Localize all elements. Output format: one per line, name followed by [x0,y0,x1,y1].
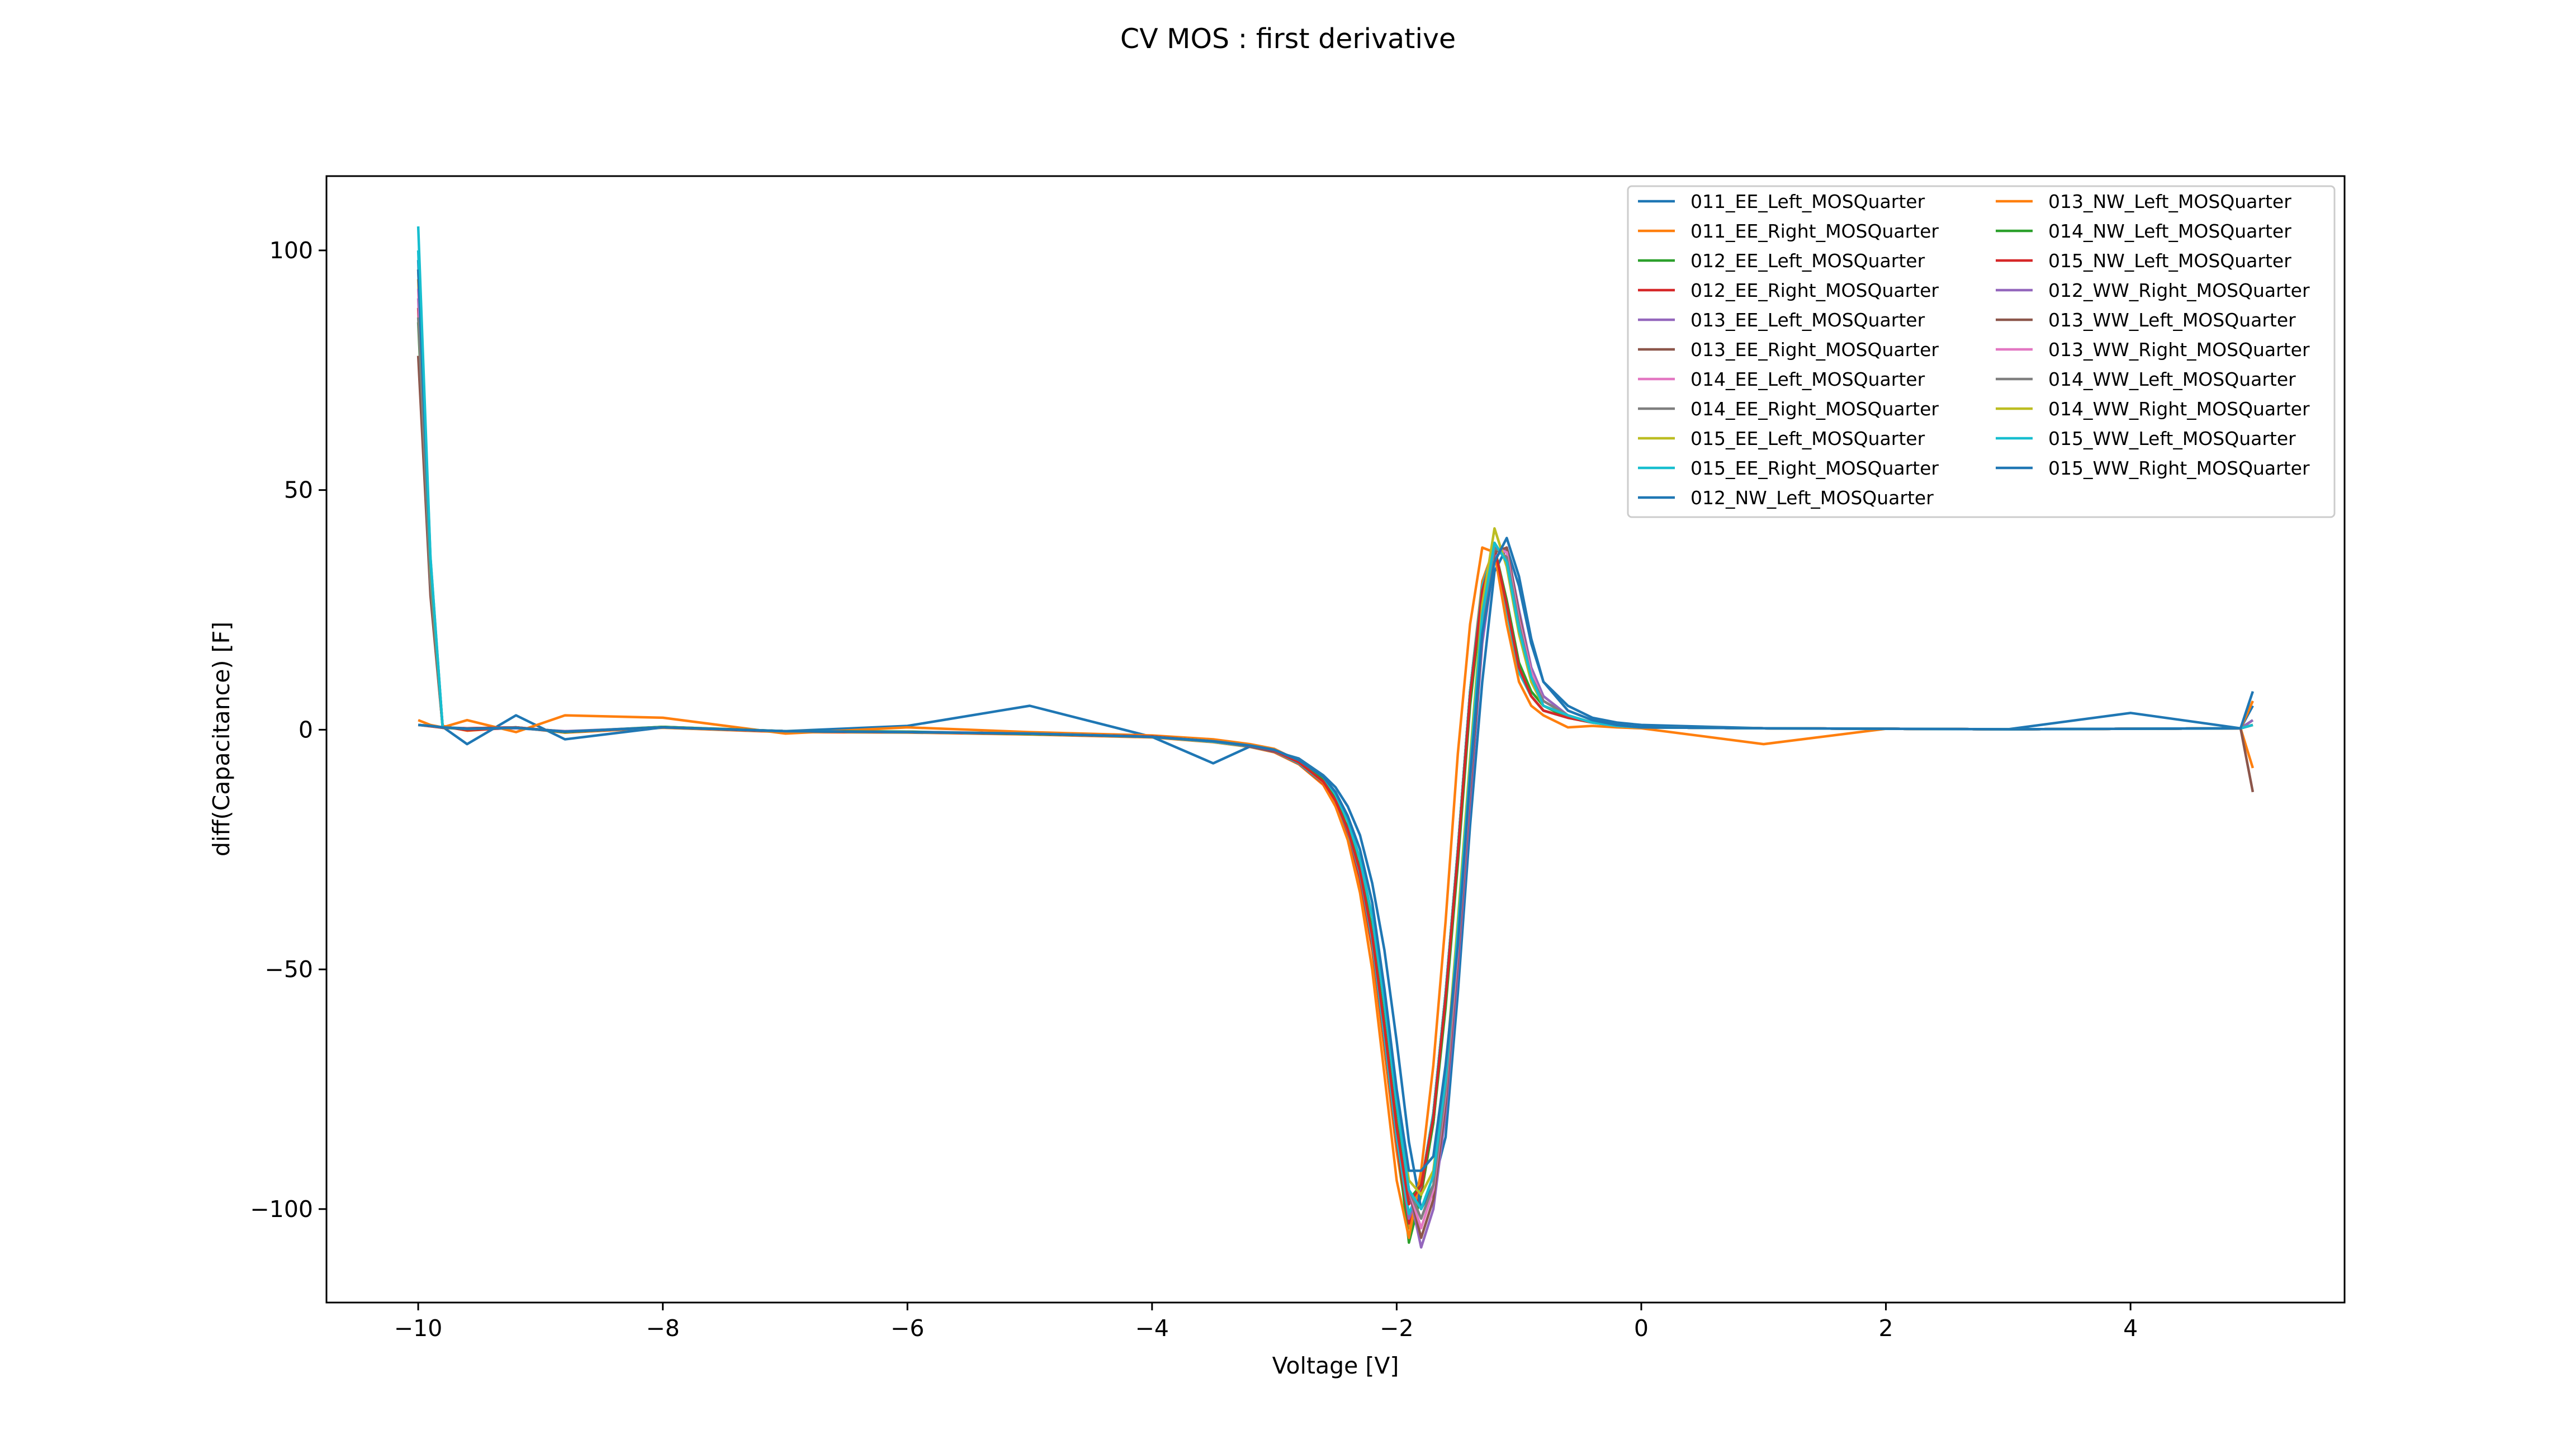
y-tick-label: −100 [250,1196,313,1223]
series-line-013_WW_Left_MOSQuarter [418,546,2253,1239]
legend-label: 015_NW_Left_MOSQuarter [2048,250,2291,272]
legend-label: 014_WW_Right_MOSQuarter [2048,398,2310,420]
legend-label: 014_WW_Left_MOSQuarter [2048,368,2296,390]
x-axis-label: Voltage [V] [1272,1352,1399,1379]
chart-title: CV MOS : first derivative [1120,23,1456,55]
y-tick-label: 50 [284,477,313,504]
legend-label: 014_EE_Left_MOSQuarter [1690,368,1925,390]
legend-label: 014_NW_Left_MOSQuarter [2048,220,2291,242]
legend-label: 013_EE_Right_MOSQuarter [1690,339,1939,361]
series-layer [416,226,2255,1249]
y-tick-label: 0 [299,716,313,743]
x-tick-label: −2 [1380,1315,1413,1342]
legend-label: 011_EE_Right_MOSQuarter [1690,220,1939,242]
legend-label: 013_NW_Left_MOSQuarter [2048,191,2291,212]
series-line-014_WW_Left_MOSQuarter [418,546,2253,1220]
legend-label: 011_EE_Left_MOSQuarter [1690,191,1925,212]
x-axis: −10 −8 −6 −4 −2 0 2 4 [394,1303,2138,1342]
x-tick-label: 2 [1878,1315,1893,1342]
y-axis-label: diff(Capacitance) [F] [208,622,235,856]
x-tick-label: 0 [1634,1315,1649,1342]
legend-label: 014_EE_Right_MOSQuarter [1690,398,1939,420]
series-line-014_WW_Right_MOSQuarter [418,527,2253,1196]
series-line-013_NW_Left_MOSQuarter [418,546,2254,1239]
series-line-013_WW_Right_MOSQuarter [418,546,2253,1230]
legend-label: 013_WW_Left_MOSQuarter [2048,309,2296,331]
series-line-014_NW_Left_MOSQuarter [418,546,2253,1201]
series-line-015_NW_Left_MOSQuarter [418,546,2253,1206]
plot-area-frame [325,175,2346,1304]
legend-label: 015_WW_Left_MOSQuarter [2048,428,2296,449]
y-tick-label: −50 [264,956,313,983]
x-tick-label: −8 [646,1315,679,1342]
legend-frame [1627,185,2336,518]
x-tick-label: 4 [2123,1315,2138,1342]
x-tick-label: −4 [1135,1315,1169,1342]
legend: 011_EE_Left_MOSQuarter 011_EE_Right_MOSQu… [1627,185,2336,518]
y-axis: 100 50 0 −50 −100 [250,237,326,1223]
legend-label: 015_WW_Right_MOSQuarter [2048,457,2310,479]
series-line-012_WW_Right_MOSQuarter [418,546,2253,1249]
x-tick-label: −10 [394,1315,443,1342]
y-tick-label: 100 [269,237,313,264]
legend-label: 012_EE_Right_MOSQuarter [1690,280,1939,301]
legend-label: 012_EE_Left_MOSQuarter [1690,250,1925,272]
legend-label: 015_EE_Right_MOSQuarter [1690,457,1939,479]
legend-label: 012_WW_Right_MOSQuarter [2048,280,2310,301]
legend-label: 012_NW_Left_MOSQuarter [1690,487,1934,509]
legend-label: 013_WW_Right_MOSQuarter [2048,339,2310,361]
legend-label: 013_EE_Left_MOSQuarter [1690,309,1925,331]
series-line-015_WW_Right_MOSQuarter [418,537,2255,1172]
legend-label: 015_EE_Left_MOSQuarter [1690,428,1925,449]
x-tick-label: −6 [891,1315,924,1342]
